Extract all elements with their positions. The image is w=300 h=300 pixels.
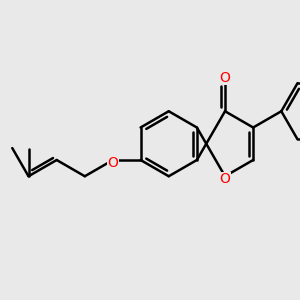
Text: O: O <box>220 172 230 186</box>
Text: O: O <box>220 70 230 85</box>
Text: O: O <box>107 156 118 170</box>
